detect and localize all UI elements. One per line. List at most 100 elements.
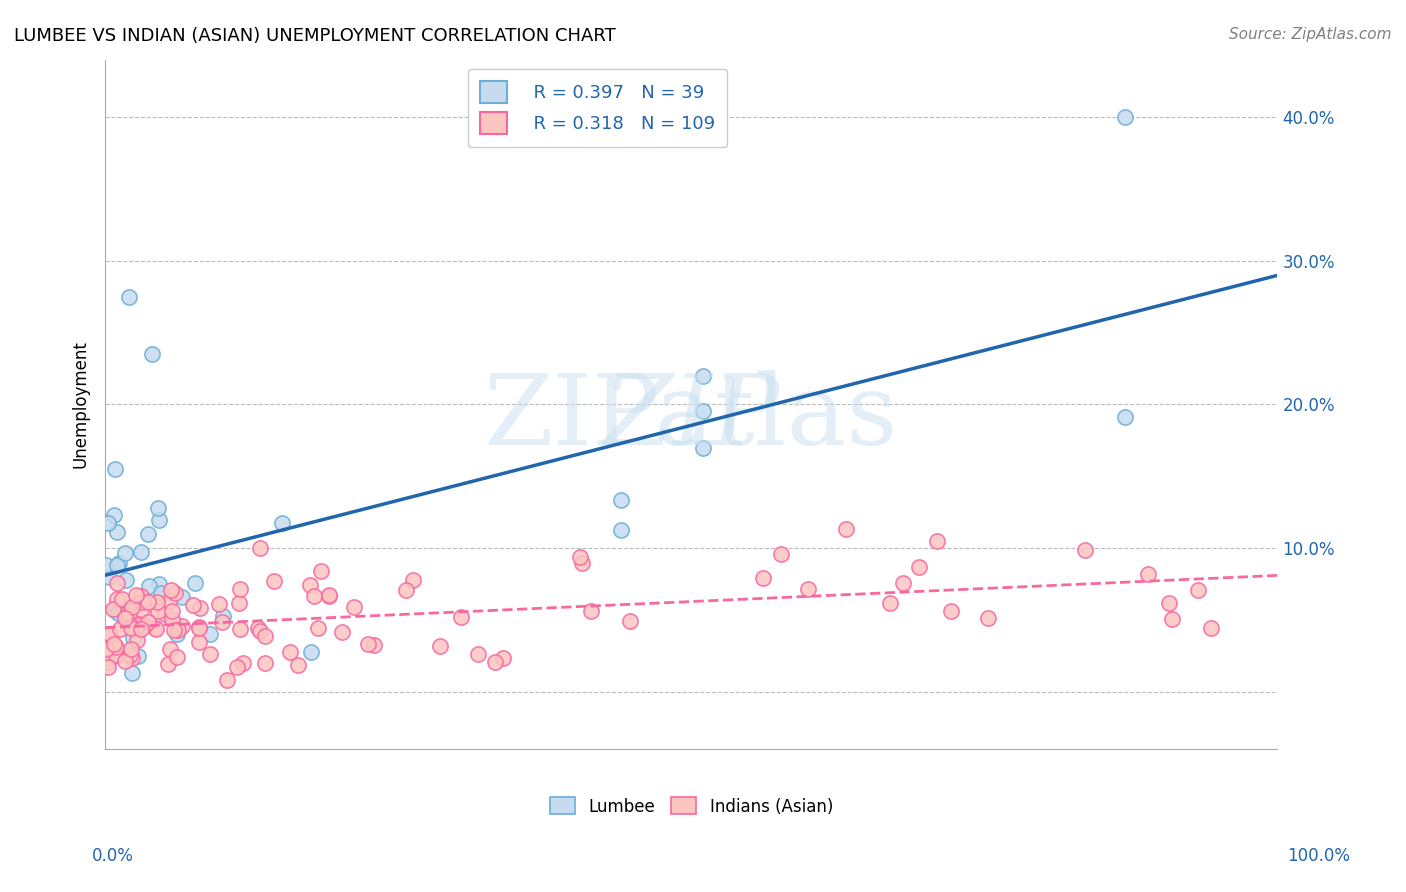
Indians (Asian) <box>163 623 186 637</box>
Indians (Asian) <box>118 608 141 623</box>
Lumbee <box>121 666 143 681</box>
Indians (Asian) <box>159 641 181 656</box>
Indians (Asian) <box>127 632 149 647</box>
Indians (Asian) <box>569 550 592 565</box>
Indians (Asian) <box>136 595 159 609</box>
Text: ZIPatlas: ZIPatlas <box>484 370 898 467</box>
Indians (Asian) <box>770 547 793 561</box>
Indians (Asian) <box>343 599 366 614</box>
Indians (Asian) <box>114 654 136 668</box>
Indians (Asian) <box>94 642 117 657</box>
Lumbee <box>129 545 152 559</box>
Lumbee <box>114 546 136 560</box>
Lumbee <box>118 290 141 304</box>
Indians (Asian) <box>163 586 186 600</box>
Indians (Asian) <box>125 618 148 632</box>
Indians (Asian) <box>907 560 929 574</box>
Lumbee <box>299 645 322 659</box>
Indians (Asian) <box>1199 621 1222 635</box>
Indians (Asian) <box>298 578 321 592</box>
Indians (Asian) <box>120 621 142 635</box>
Indians (Asian) <box>208 597 231 611</box>
Lumbee <box>138 579 160 593</box>
Indians (Asian) <box>188 620 211 634</box>
Indians (Asian) <box>129 604 152 618</box>
Lumbee <box>105 525 128 540</box>
Indians (Asian) <box>188 620 211 634</box>
Indians (Asian) <box>891 575 914 590</box>
Indians (Asian) <box>429 639 451 653</box>
Lumbee <box>104 461 127 475</box>
Indians (Asian) <box>232 656 254 670</box>
Lumbee <box>148 513 170 527</box>
Lumbee <box>149 586 172 600</box>
Lumbee <box>141 347 163 361</box>
Indians (Asian) <box>162 604 184 618</box>
Text: Source: ZipAtlas.com: Source: ZipAtlas.com <box>1229 27 1392 42</box>
Lumbee <box>103 508 125 522</box>
Indians (Asian) <box>143 621 166 635</box>
Indians (Asian) <box>356 637 378 651</box>
Indians (Asian) <box>879 596 901 610</box>
Lumbee <box>610 524 633 538</box>
Lumbee <box>198 627 221 641</box>
Indians (Asian) <box>278 645 301 659</box>
Indians (Asian) <box>157 594 180 608</box>
Indians (Asian) <box>1161 612 1184 626</box>
Indians (Asian) <box>249 624 271 638</box>
Lumbee <box>97 516 120 530</box>
Indians (Asian) <box>132 619 155 633</box>
Indians (Asian) <box>1073 543 1095 558</box>
Indians (Asian) <box>253 629 276 643</box>
Lumbee <box>212 609 235 624</box>
Indians (Asian) <box>1187 582 1209 597</box>
Lumbee <box>96 558 118 572</box>
Indians (Asian) <box>183 598 205 612</box>
Indians (Asian) <box>254 656 277 670</box>
Indians (Asian) <box>363 638 385 652</box>
Indians (Asian) <box>157 657 180 672</box>
Lumbee <box>136 527 159 541</box>
Indians (Asian) <box>97 655 120 669</box>
Indians (Asian) <box>125 588 148 602</box>
Indians (Asian) <box>108 622 131 636</box>
Indians (Asian) <box>287 658 309 673</box>
Indians (Asian) <box>97 626 120 640</box>
Indians (Asian) <box>111 591 134 606</box>
Lumbee <box>114 607 136 622</box>
Indians (Asian) <box>131 595 153 609</box>
Indians (Asian) <box>304 589 326 603</box>
Text: 0.0%: 0.0% <box>91 847 134 865</box>
Indians (Asian) <box>120 619 142 633</box>
Indians (Asian) <box>188 600 211 615</box>
Lumbee <box>121 631 143 645</box>
Indians (Asian) <box>105 640 128 654</box>
Indians (Asian) <box>121 651 143 665</box>
Lumbee <box>610 492 633 507</box>
Indians (Asian) <box>98 627 121 641</box>
Legend: Lumbee, Indians (Asian): Lumbee, Indians (Asian) <box>541 789 841 824</box>
Indians (Asian) <box>484 655 506 669</box>
Indians (Asian) <box>128 617 150 632</box>
Indians (Asian) <box>105 591 128 606</box>
Lumbee <box>184 575 207 590</box>
Indians (Asian) <box>450 609 472 624</box>
Lumbee <box>105 558 128 572</box>
Lumbee <box>166 627 188 641</box>
Indians (Asian) <box>395 582 418 597</box>
Lumbee <box>107 607 129 621</box>
Indians (Asian) <box>797 582 820 596</box>
Indians (Asian) <box>120 641 142 656</box>
Indians (Asian) <box>104 648 127 663</box>
Indians (Asian) <box>467 648 489 662</box>
Indians (Asian) <box>229 582 252 596</box>
Indians (Asian) <box>172 618 194 632</box>
Indians (Asian) <box>153 607 176 621</box>
Indians (Asian) <box>121 600 143 615</box>
Lumbee <box>692 404 714 418</box>
Indians (Asian) <box>167 623 190 637</box>
Text: 100.0%: 100.0% <box>1286 847 1350 865</box>
Indians (Asian) <box>159 582 181 597</box>
Lumbee <box>148 577 170 591</box>
Indians (Asian) <box>105 576 128 591</box>
